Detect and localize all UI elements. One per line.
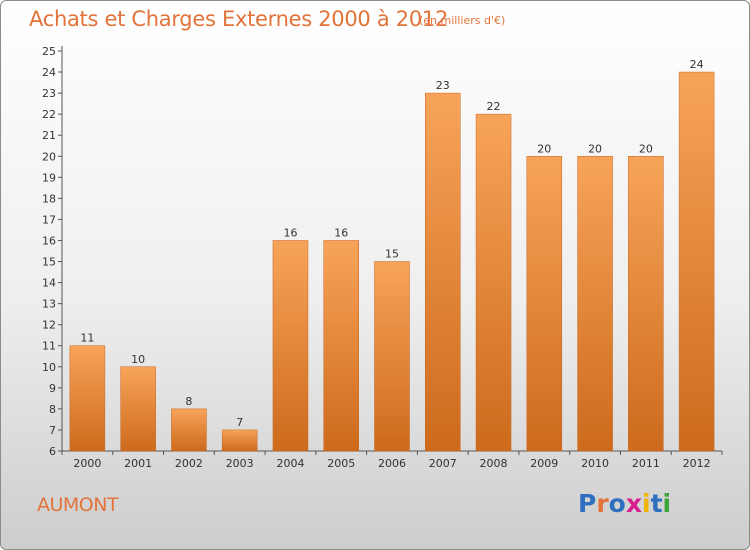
y-tick-label: 11 — [42, 340, 56, 353]
x-tick-label: 2005 — [327, 457, 355, 470]
commune-name: AUMONT — [37, 494, 119, 516]
bar-2011 — [628, 156, 664, 452]
y-tick-label: 23 — [42, 87, 56, 100]
y-tick-label: 13 — [42, 298, 56, 311]
y-tick-label: 19 — [42, 171, 56, 184]
y-tick-label: 16 — [42, 234, 56, 247]
proxiti-logo[interactable]: Proxiti — [578, 489, 671, 518]
bar-2000 — [69, 345, 106, 452]
logo-letter: i — [642, 489, 651, 518]
y-tick-label: 24 — [42, 66, 56, 79]
bar-2010 — [577, 156, 613, 452]
y-tick-label: 15 — [42, 256, 56, 269]
y-tick-label: 14 — [42, 277, 56, 290]
bar-value-label: 11 — [80, 332, 94, 345]
y-tick-label: 8 — [49, 403, 56, 416]
chart-title: Achats et Charges Externes 2000 à 2012 — [29, 7, 449, 31]
logo-letter: r — [596, 489, 609, 518]
x-tick-label: 2010 — [581, 457, 609, 470]
x-tick-label: 2004 — [276, 457, 304, 470]
y-tick-label: 10 — [42, 361, 56, 374]
x-tick-label: 2000 — [73, 457, 101, 470]
x-tick-label: 2009 — [530, 457, 558, 470]
bar-2006 — [374, 261, 410, 452]
bar-2004 — [272, 240, 309, 452]
logo-letter: x — [625, 489, 642, 518]
x-tick-label: 2007 — [429, 457, 457, 470]
bar-2005 — [323, 240, 359, 452]
bar-value-label: 20 — [588, 142, 602, 155]
bar-2007 — [425, 92, 461, 452]
x-tick-label: 2001 — [124, 457, 152, 470]
x-tick-label: 2012 — [683, 457, 711, 470]
x-tick-label: 2008 — [480, 457, 508, 470]
bar-value-label: 22 — [487, 100, 501, 113]
y-tick-label: 17 — [42, 213, 56, 226]
logo-letter: o — [608, 489, 626, 518]
bar-value-label: 16 — [283, 226, 297, 239]
bar-value-label: 7 — [236, 416, 243, 429]
y-tick-label: 20 — [42, 150, 56, 163]
chart-bars: 11 10 8 7 16 16 15 23 22 20 20 20 24 — [69, 58, 715, 452]
bar-value-label: 23 — [436, 79, 450, 92]
y-tick-label: 21 — [42, 129, 56, 142]
bar-2009 — [526, 156, 563, 452]
bar-2003 — [221, 429, 258, 452]
x-tick-label: 2011 — [632, 457, 660, 470]
bar-value-label: 10 — [131, 353, 145, 366]
x-tick-label: 2002 — [175, 457, 203, 470]
bar-value-label: 8 — [185, 395, 192, 408]
bar-value-label: 24 — [690, 58, 704, 71]
x-tick-label: 2003 — [226, 457, 254, 470]
y-tick-label: 12 — [42, 319, 56, 332]
logo-letter: P — [578, 489, 597, 518]
y-tick-label: 22 — [42, 108, 56, 121]
logo-letter: t — [650, 489, 663, 518]
y-tick-label: 6 — [49, 445, 56, 458]
bar-value-label: 20 — [537, 142, 551, 155]
y-tick-label: 7 — [49, 424, 56, 437]
bar-2008 — [475, 113, 512, 452]
chart-subtitle: (en milliers d'€) — [419, 14, 506, 27]
y-tick-label: 9 — [49, 382, 56, 395]
logo-letter: i — [662, 489, 672, 518]
bar-value-label: 20 — [639, 142, 653, 155]
bar-value-label: 16 — [334, 226, 348, 239]
y-tick-label: 25 — [42, 45, 56, 58]
chart-axes: 6 7 8 9 10 11 12 13 14 15 16 17 18 19 20 21 22 23 24 25 2000… — [42, 45, 723, 470]
bar-2002 — [171, 408, 207, 452]
bar-2012 — [678, 71, 715, 452]
bar-2001 — [120, 366, 156, 452]
y-tick-label: 18 — [42, 192, 56, 205]
x-tick-label: 2006 — [378, 457, 406, 470]
bar-value-label: 15 — [385, 248, 399, 261]
